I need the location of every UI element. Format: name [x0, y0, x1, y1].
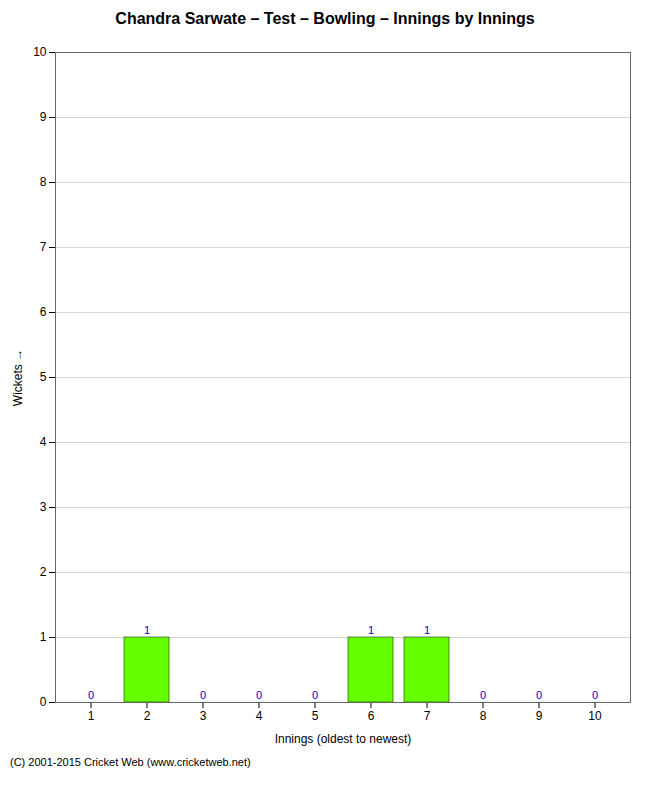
svg-text:7: 7 — [40, 240, 47, 254]
svg-text:5: 5 — [312, 709, 319, 723]
svg-text:10: 10 — [33, 45, 47, 59]
svg-text:0: 0 — [536, 689, 542, 701]
html-text:(C) 2001-2015 Cricket Web (www: (C) 2001-2015 Cricket Web (www.cricketwe… — [10, 756, 251, 768]
svg-text:0: 0 — [256, 689, 262, 701]
svg-text:7: 7 — [424, 709, 431, 723]
svg-text:3: 3 — [200, 709, 207, 723]
svg-text:4: 4 — [40, 435, 47, 449]
svg-text:2: 2 — [144, 709, 151, 723]
svg-text:10: 10 — [588, 709, 602, 723]
svg-text:0: 0 — [200, 689, 206, 701]
svg-text:Innings (oldest to newest): Innings (oldest to newest) — [275, 732, 412, 746]
svg-text:2: 2 — [40, 565, 47, 579]
svg-text:1: 1 — [88, 709, 95, 723]
svg-text:8: 8 — [40, 175, 47, 189]
svg-text:3: 3 — [40, 500, 47, 514]
svg-text:0: 0 — [40, 695, 47, 709]
svg-text:Wickets →: Wickets → — [11, 349, 25, 406]
html-text:Chandra Sarwate – Test – Bowli: Chandra Sarwate – Test – Bowling – Innin… — [115, 10, 535, 27]
svg-text:9: 9 — [536, 709, 543, 723]
svg-text:1: 1 — [424, 624, 430, 636]
svg-text:0: 0 — [480, 689, 486, 701]
svg-text:1: 1 — [40, 630, 47, 644]
svg-text:1: 1 — [368, 624, 374, 636]
svg-text:9: 9 — [40, 110, 47, 124]
svg-text:1: 1 — [144, 624, 150, 636]
svg-text:0: 0 — [88, 689, 94, 701]
svg-text:8: 8 — [480, 709, 487, 723]
svg-text:0: 0 — [592, 689, 598, 701]
svg-text:6: 6 — [368, 709, 375, 723]
svg-text:6: 6 — [40, 305, 47, 319]
svg-text:4: 4 — [256, 709, 263, 723]
svg-text:0: 0 — [312, 689, 318, 701]
svg-text:5: 5 — [40, 370, 47, 384]
